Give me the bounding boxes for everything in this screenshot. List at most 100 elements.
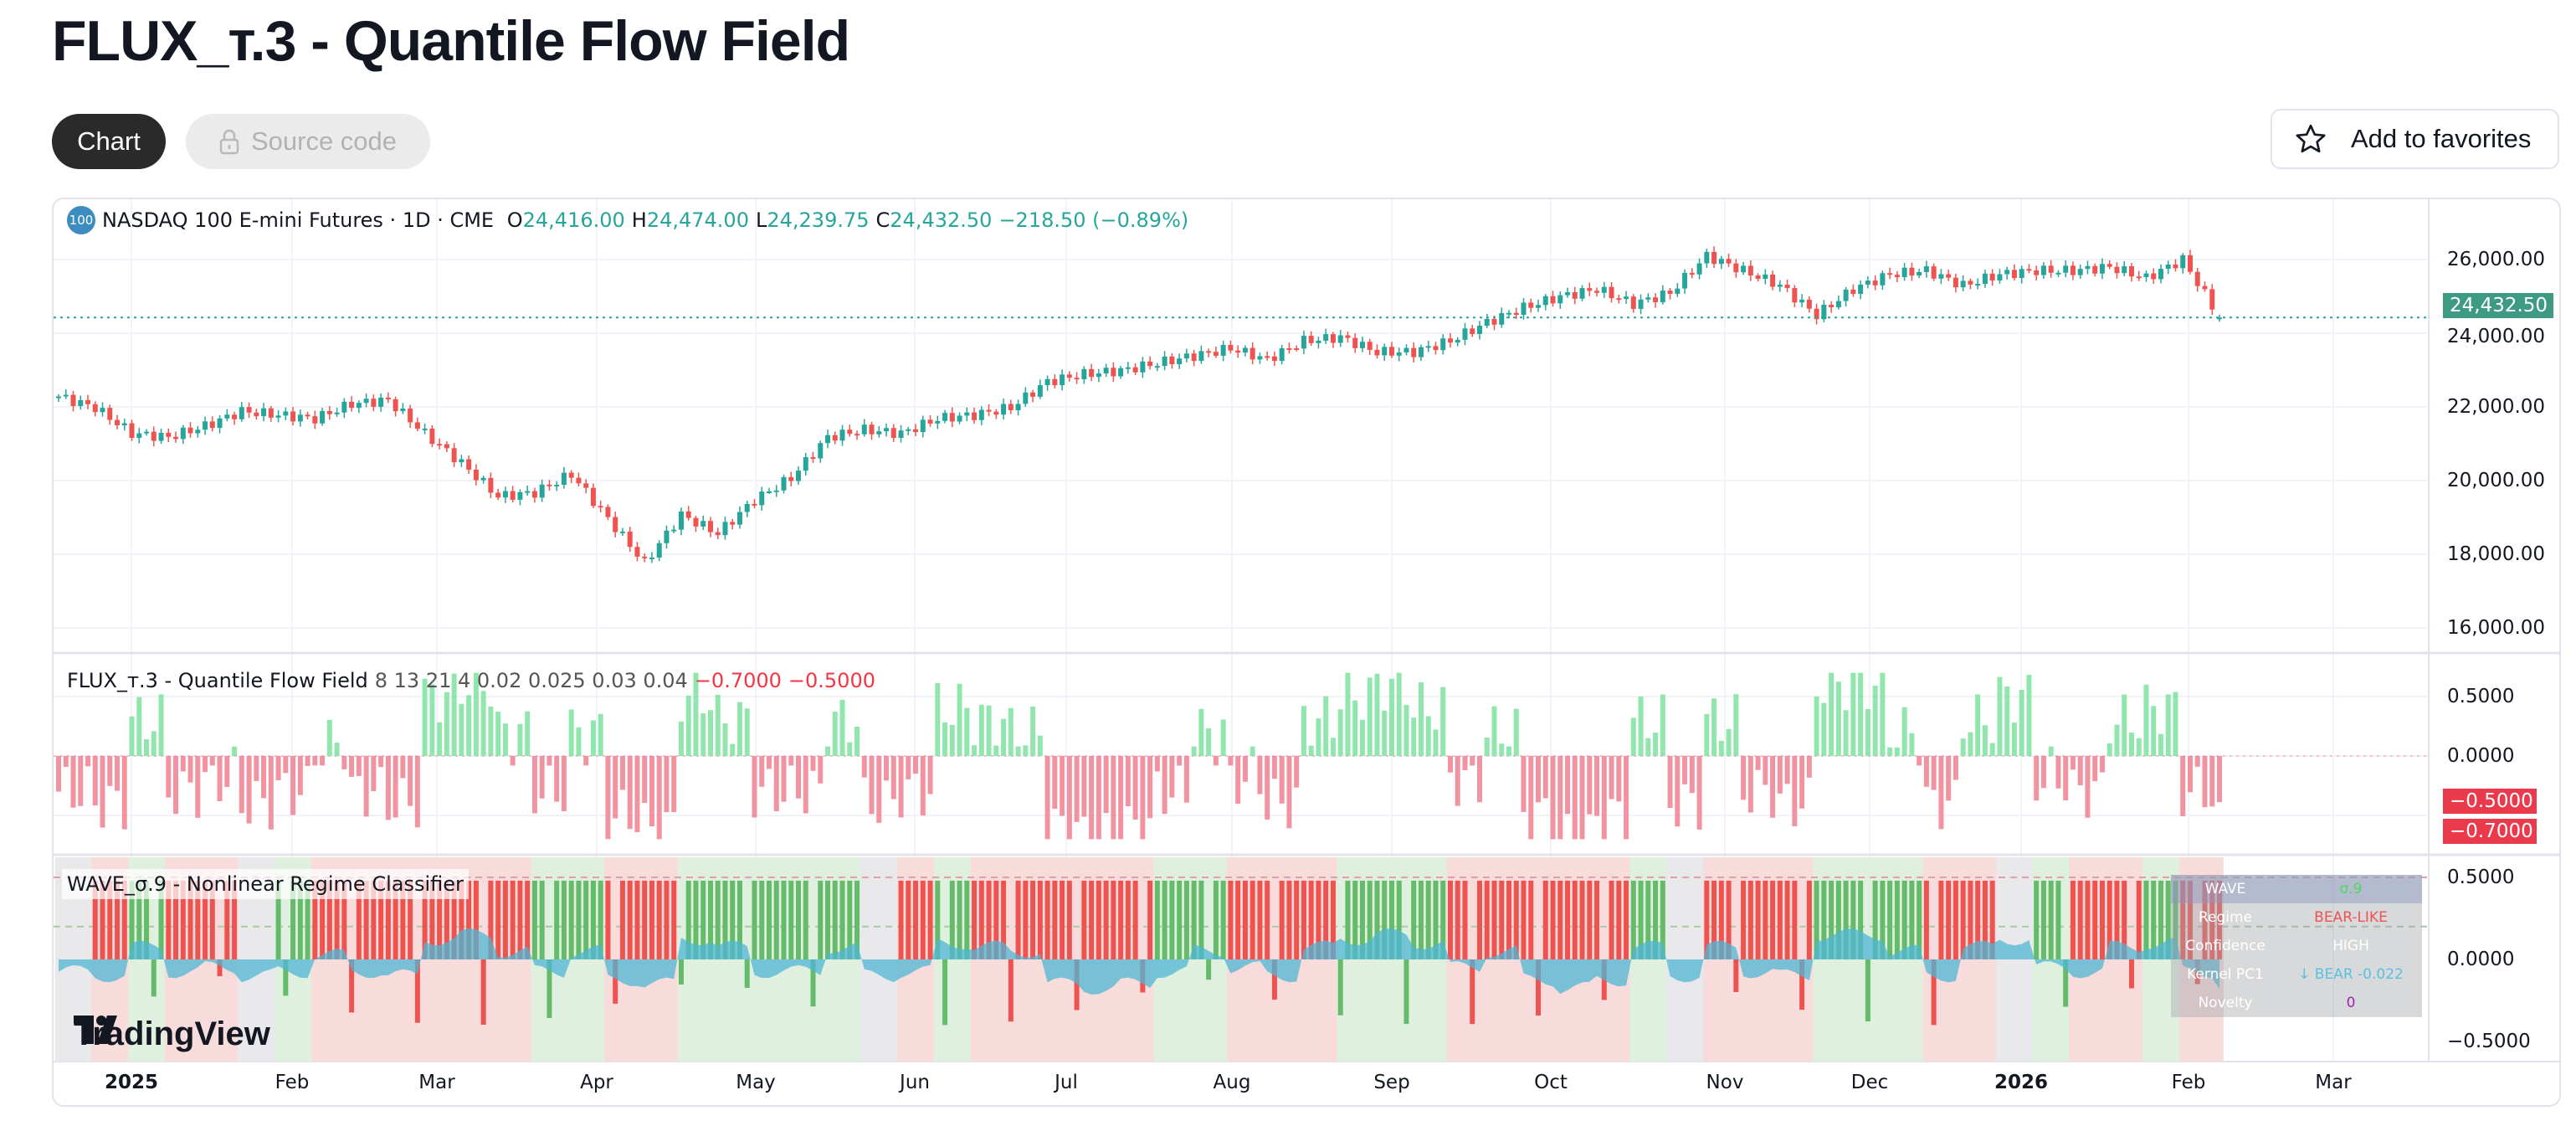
flux-bar: [78, 756, 84, 806]
candle-body: [913, 429, 919, 433]
kernel-area: [59, 928, 2219, 995]
flux-bar: [1382, 710, 1388, 756]
flux-bar: [1880, 672, 1886, 756]
flux-bar: [898, 756, 904, 818]
flux-bar: [1587, 756, 1593, 815]
flux-bar: [927, 756, 933, 794]
candle-body: [195, 429, 201, 434]
candle-body: [978, 409, 984, 420]
wave-bar: [312, 880, 318, 959]
wave-bar: [1323, 880, 1329, 959]
flux-bar: [1081, 756, 1087, 817]
candle-body: [1447, 338, 1453, 343]
page-title: FLUX_т.3 - Quantile Flow Field: [52, 9, 850, 73]
candle-body: [1777, 285, 1783, 287]
wave-bar: [2128, 959, 2134, 989]
wave-bar: [539, 880, 545, 959]
candle-body: [1513, 312, 1519, 316]
wave-bar: [1624, 880, 1629, 959]
candle-body: [1001, 404, 1007, 415]
wave-bar: [1645, 880, 1651, 959]
flux-bar: [444, 692, 449, 756]
wave-bar: [832, 880, 838, 959]
candle-body: [898, 430, 904, 438]
flux-bar: [1265, 756, 1270, 820]
candle-body: [1396, 352, 1402, 356]
flux-indicator-name[interactable]: FLUX_т.3 - Quantile Flow Field: [67, 669, 368, 692]
flux-bar: [576, 727, 582, 756]
add-to-favorites-button[interactable]: Add to favorites: [2271, 109, 2559, 169]
flux-bar: [869, 756, 875, 815]
wave-bar: [451, 880, 457, 959]
flux-bar: [818, 756, 824, 784]
flux-bar: [2092, 756, 2098, 782]
chart-canvas[interactable]: [54, 199, 2561, 1107]
wave-bar: [1865, 959, 1870, 1022]
candle-body: [378, 398, 384, 407]
wave-bar: [422, 880, 428, 959]
wave-bar: [1294, 880, 1300, 959]
symbol-name[interactable]: NASDAQ 100 E-mini Futures · 1D · CME: [102, 208, 495, 232]
flux-bar: [290, 756, 296, 815]
candle-body: [1792, 288, 1798, 303]
flux-bar: [832, 712, 838, 756]
tradingview-logo[interactable]: TradingView: [74, 1016, 270, 1053]
symbol-legend: 100 NASDAQ 100 E-mini Futures · 1D · CME…: [67, 206, 1188, 234]
chart-tab[interactable]: Chart: [52, 114, 166, 169]
wave-bar: [429, 880, 435, 959]
wave-bar: [1594, 880, 1600, 959]
candle-body: [283, 411, 289, 416]
candle-body: [1770, 274, 1776, 287]
flux-bar: [736, 702, 742, 756]
wave-bar: [187, 880, 193, 959]
wave-bar: [1352, 880, 1358, 959]
flux-value-tag: −0.7000: [2443, 819, 2537, 844]
candle-body: [1917, 271, 1922, 276]
flux-bar: [1220, 719, 1226, 756]
wave-bar: [1132, 880, 1138, 959]
time-axis-label: 2025: [104, 1072, 159, 1093]
candle-body: [217, 418, 223, 429]
flux-bar: [400, 756, 406, 779]
flux-bar: [1660, 694, 1665, 756]
wave-bar: [1103, 880, 1109, 959]
wave-bar: [1374, 880, 1380, 959]
flux-bar: [2217, 756, 2222, 803]
wave-bar: [2143, 880, 2149, 959]
wave-bar: [1044, 880, 1050, 959]
wave-bar: [1843, 880, 1849, 959]
flux-bar: [1235, 756, 1241, 805]
wave-bar: [1638, 880, 1644, 959]
wave-bar: [393, 880, 398, 959]
flux-bar: [642, 756, 648, 804]
flux-bar: [1008, 707, 1013, 756]
wave-table-key: Novelty: [2198, 995, 2253, 1011]
source-code-tab[interactable]: Source code: [186, 114, 430, 169]
flux-bar: [957, 683, 962, 756]
candle-body: [1125, 367, 1131, 369]
flux-bar: [1294, 756, 1300, 788]
candle-body: [1455, 339, 1460, 343]
candle-body: [254, 412, 259, 417]
candle-body: [1887, 273, 1893, 275]
flux-bar: [986, 705, 992, 756]
flux-bar: [2209, 756, 2215, 807]
wave-bar: [1382, 880, 1388, 959]
flux-bar: [539, 756, 545, 799]
wave-bar: [1308, 880, 1314, 959]
wave-bar: [525, 880, 531, 959]
flux-bar: [942, 722, 948, 756]
wave-indicator-name[interactable]: WAVE_σ.9 - Nonlinear Regime Classifier: [67, 872, 464, 896]
flux-bar: [1462, 756, 1468, 770]
candle-body: [488, 477, 494, 493]
candle-body: [2106, 264, 2112, 267]
candle-body: [1682, 272, 1688, 289]
candle-body: [2070, 265, 2076, 275]
chart-widget[interactable]: 100 NASDAQ 100 E-mini Futures · 1D · CME…: [52, 198, 2561, 1107]
flux-bar: [1777, 756, 1783, 794]
flux-bar: [1154, 756, 1160, 772]
wave-bar: [1220, 880, 1226, 959]
flux-bar: [1829, 672, 1835, 756]
candle-body: [634, 547, 640, 557]
flux-bar: [854, 726, 860, 756]
